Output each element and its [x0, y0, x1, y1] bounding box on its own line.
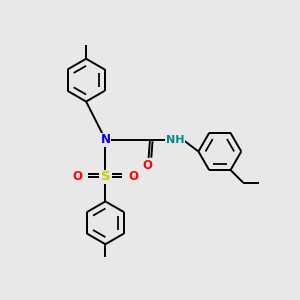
- Text: S: S: [100, 170, 110, 183]
- Text: O: O: [73, 170, 83, 183]
- Text: O: O: [128, 170, 138, 183]
- Text: N: N: [100, 133, 110, 146]
- Text: NH: NH: [166, 135, 184, 145]
- Text: O: O: [142, 159, 152, 172]
